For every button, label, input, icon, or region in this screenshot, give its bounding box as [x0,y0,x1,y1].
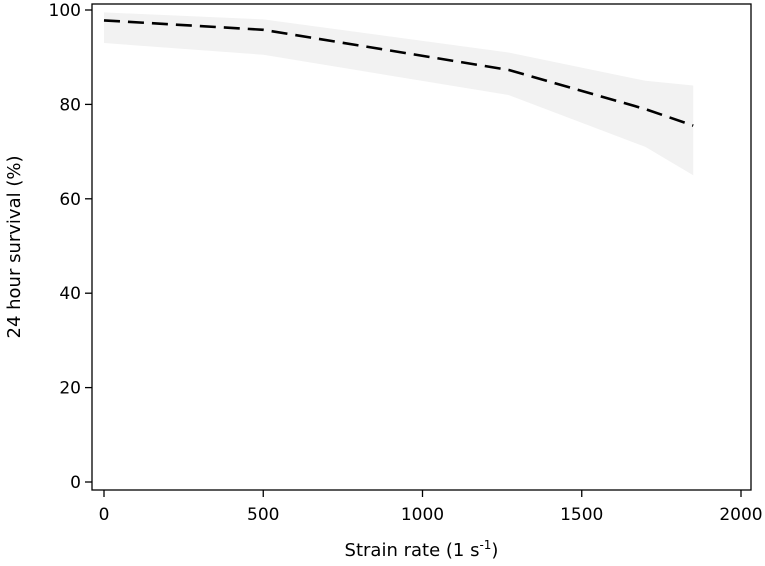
x-axis-title: Strain rate (1 s-1) [345,538,499,561]
x-axis-title-suffix: ) [491,540,498,561]
x-axis-title-superscript: -1 [479,538,491,552]
x-tick-label: 500 [247,505,279,525]
y-tick-label: 0 [70,473,81,493]
y-tick-label: 80 [59,95,81,115]
confidence-band [104,12,694,176]
y-tick-label: 40 [59,284,81,304]
confidence-band-layer [104,12,694,176]
x-tick-label: 1500 [560,505,603,525]
x-tick-label: 2000 [719,505,762,525]
x-axis-title-main: Strain rate (1 s [345,540,480,561]
x-axis-ticks: 0 500 1000 1500 2000 [99,490,763,525]
y-axis-ticks: 0 20 40 60 80 100 [49,1,92,493]
y-axis-title: 24 hour survival (%) [4,156,25,339]
x-tick-label: 1000 [401,505,444,525]
y-tick-label: 20 [59,379,81,399]
series-line-layer [103,19,694,127]
x-tick-label: 0 [99,505,110,525]
y-tick-label: 60 [59,190,81,210]
y-tick-label: 100 [49,1,81,21]
plot-frame [91,3,752,491]
